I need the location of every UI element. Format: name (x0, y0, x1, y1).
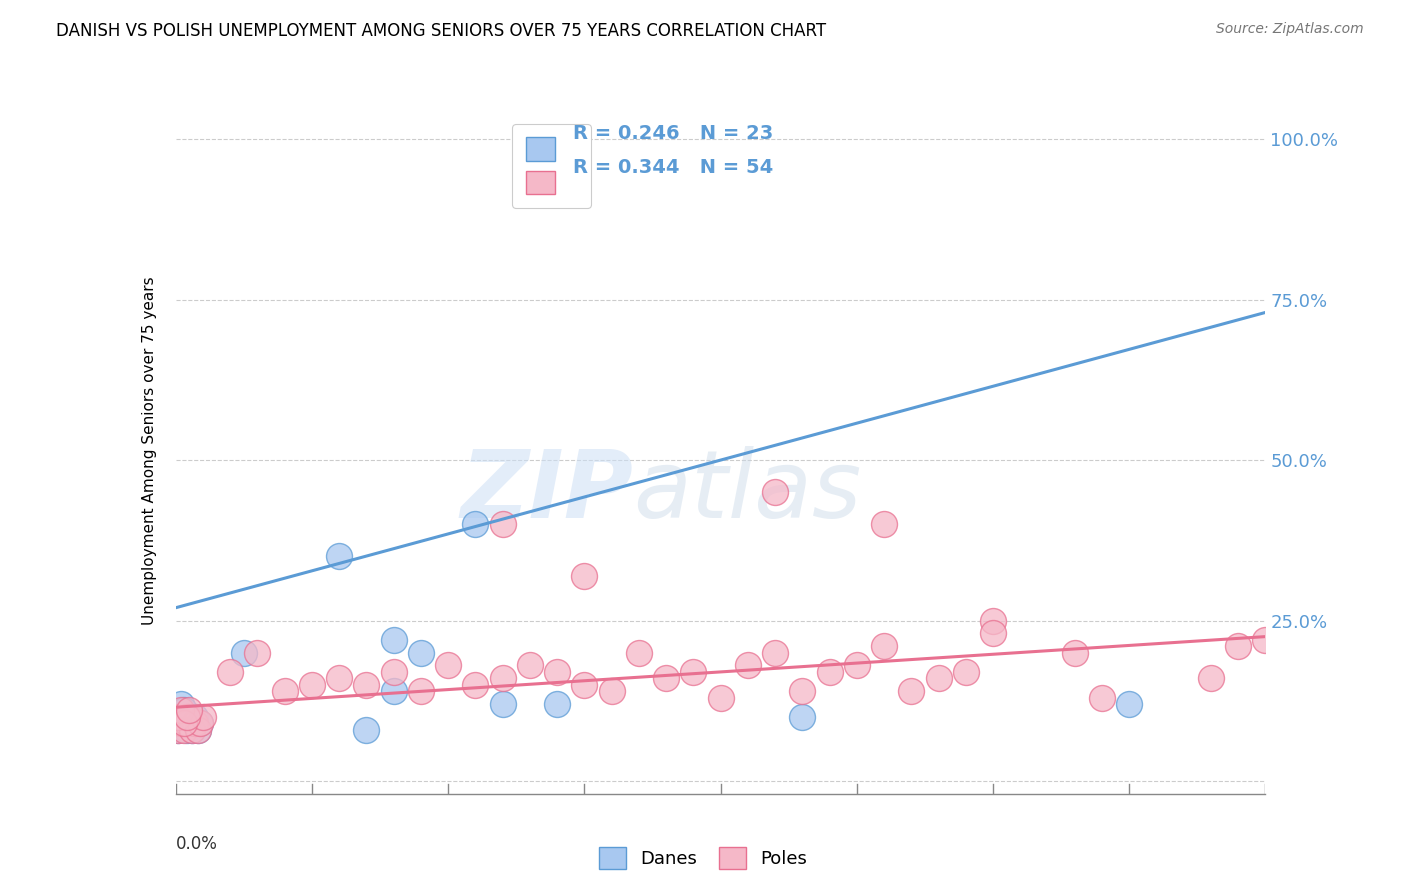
Point (181, 723, 204, 737)
Point (492, 517, 515, 532)
Point (179, 716, 201, 731)
Point (1063, 646, 1085, 660)
Legend: Danes, Poles: Danes, Poles (589, 838, 817, 879)
Point (492, 671, 515, 685)
Point (179, 710, 201, 724)
Point (382, 665, 405, 679)
Point (167, 710, 190, 724)
Point (170, 716, 193, 731)
Legend:  ,  : , (512, 124, 591, 208)
Point (232, 646, 254, 660)
Point (464, 678, 486, 692)
Point (328, 671, 350, 685)
Point (274, 684, 297, 698)
Point (186, 723, 209, 737)
Text: Source: ZipAtlas.com: Source: ZipAtlas.com (1216, 22, 1364, 37)
Point (845, 658, 868, 673)
Point (409, 646, 432, 660)
Point (167, 723, 190, 737)
Point (1118, 697, 1140, 711)
Point (181, 723, 204, 737)
Point (356, 723, 378, 737)
Point (873, 517, 896, 532)
Point (167, 723, 190, 737)
Point (763, 646, 786, 660)
Point (710, 690, 733, 705)
Y-axis label: Unemployment Among Seniors over 75 years: Unemployment Among Seniors over 75 years (142, 277, 157, 624)
Point (191, 710, 214, 724)
Point (900, 684, 922, 698)
Point (464, 517, 486, 532)
Point (170, 697, 193, 711)
Point (928, 671, 950, 685)
Point (546, 697, 568, 711)
Point (301, 678, 323, 692)
Point (574, 678, 596, 692)
Point (981, 614, 1004, 628)
Point (655, 671, 678, 685)
Point (1254, 632, 1277, 647)
Point (792, 710, 814, 724)
Point (356, 678, 378, 692)
Point (176, 710, 198, 724)
Point (173, 710, 195, 724)
Point (492, 697, 515, 711)
Point (173, 716, 195, 731)
Point (382, 632, 405, 647)
Point (792, 684, 814, 698)
Point (184, 716, 207, 731)
Text: R = 0.246   N = 23: R = 0.246 N = 23 (574, 124, 773, 144)
Point (682, 665, 704, 679)
Point (167, 710, 190, 724)
Point (955, 665, 977, 679)
Point (1227, 639, 1250, 653)
Point (1199, 671, 1222, 685)
Point (184, 710, 207, 724)
Point (818, 665, 841, 679)
Point (763, 485, 786, 500)
Point (627, 646, 650, 660)
Point (170, 703, 193, 717)
Point (179, 703, 201, 717)
Point (519, 658, 541, 673)
Text: DANISH VS POLISH UNEMPLOYMENT AMONG SENIORS OVER 75 YEARS CORRELATION CHART: DANISH VS POLISH UNEMPLOYMENT AMONG SENI… (56, 22, 827, 40)
Text: R = 0.344   N = 54: R = 0.344 N = 54 (574, 158, 773, 177)
Text: ZIP: ZIP (461, 446, 633, 538)
Text: 0.0%: 0.0% (176, 835, 218, 853)
Point (246, 646, 269, 660)
Point (1091, 690, 1114, 705)
Point (546, 665, 568, 679)
Point (437, 658, 460, 673)
Point (176, 723, 198, 737)
Point (186, 723, 209, 737)
Point (173, 723, 195, 737)
Point (219, 665, 242, 679)
Point (737, 658, 759, 673)
Point (574, 568, 596, 582)
Text: atlas: atlas (633, 446, 862, 537)
Point (382, 684, 405, 698)
Point (170, 716, 193, 731)
Point (600, 684, 623, 698)
Point (328, 549, 350, 564)
Point (409, 684, 432, 698)
Point (173, 703, 195, 717)
Point (981, 626, 1004, 640)
Point (873, 639, 896, 653)
Point (188, 716, 211, 731)
Point (176, 716, 198, 731)
Point (188, 716, 211, 731)
